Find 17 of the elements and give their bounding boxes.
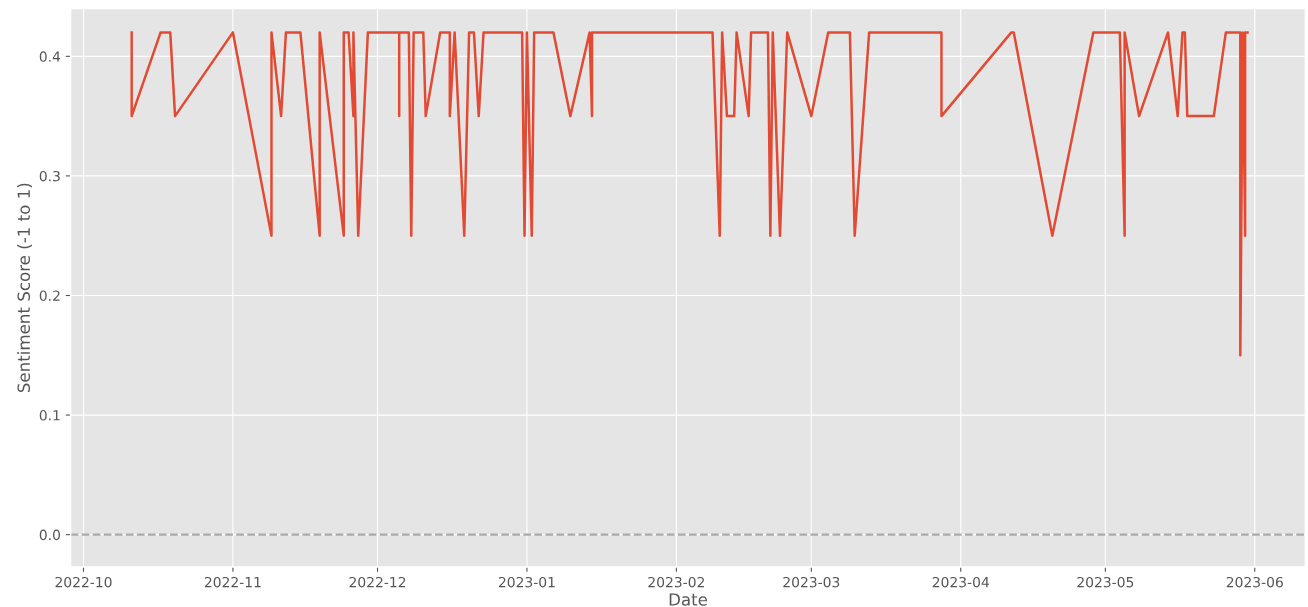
- x-tick-label: 2023-04: [932, 576, 989, 588]
- y-tick-label: 0.3: [39, 170, 60, 182]
- x-tick-label: 2022-11: [204, 576, 261, 588]
- line-series: [130, 31, 1249, 357]
- y-tick-label: 0.2: [39, 290, 60, 301]
- y-tick-label: 0.4: [39, 51, 61, 62]
- x-axis-title: Date: [669, 593, 708, 606]
- x-tick-label: 2023-05: [1077, 576, 1134, 588]
- y-axis-title: Sentiment Score (-1 to 1): [17, 183, 32, 393]
- x-tick-label: 2023-03: [783, 576, 840, 588]
- y-tick-label: 0.1: [39, 410, 60, 421]
- y-tick-label: 0.0: [39, 529, 60, 541]
- x-tick-label: 2022-10: [55, 576, 112, 588]
- x-tick-label: 2023-06: [1226, 576, 1283, 588]
- x-tick-label: 2023-01: [498, 576, 555, 588]
- x-tick-label: 2022-12: [349, 576, 406, 588]
- x-tick-label: 2023-02: [648, 576, 704, 588]
